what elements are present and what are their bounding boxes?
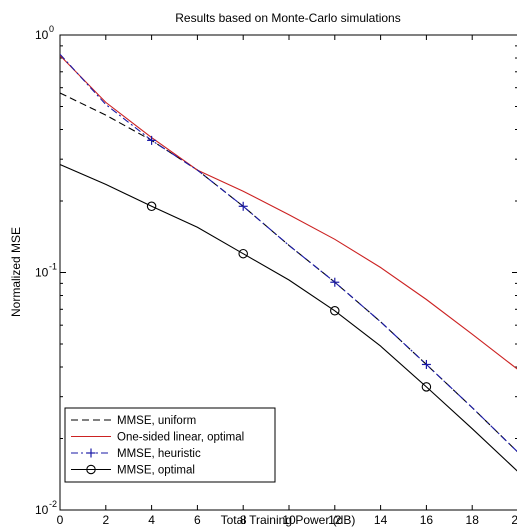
x-tick-label: 16 (420, 513, 434, 527)
x-tick-label: 2 (102, 513, 109, 527)
y-tick-label-exponent: 0 (49, 24, 54, 34)
legend: MMSE, uniform One-sided linear, optimal MM… (64, 407, 276, 483)
chart-title: Results based on Monte-Carlo simulations (175, 11, 400, 25)
series-group (60, 53, 517, 472)
x-tick-label: 8 (240, 513, 247, 527)
y-tick-label-exponent: -1 (49, 262, 57, 272)
y-axis-label: Normalized MSE (9, 227, 23, 317)
series-4-marker (421, 382, 432, 392)
series-line-3 (60, 53, 517, 453)
x-axis-label: Total Training Power (dB) (221, 513, 356, 527)
series-line-1 (60, 92, 517, 453)
legend-label: MMSE, optimal (117, 465, 195, 477)
legend-label: MMSE, uniform (117, 415, 196, 427)
x-axis: 0 2 4 6 8 10 12 14 16 18 20 (57, 35, 517, 527)
x-tick-label: 10 (282, 513, 296, 527)
x-tick-label: 14 (374, 513, 388, 527)
x-tick-label: 12 (328, 513, 342, 527)
legend-label: One-sided linear, optimal (117, 432, 244, 444)
series-4-marker (330, 306, 340, 316)
series-line-2 (60, 55, 517, 370)
x-tick-label: 0 (57, 513, 64, 527)
series-3-marker (238, 201, 248, 211)
legend-marker (86, 464, 96, 475)
series-3-marker (147, 135, 157, 145)
series-line-4 (60, 163, 517, 472)
series-3-marker (330, 277, 340, 287)
legend-marker (86, 448, 96, 458)
series-3-marker (421, 359, 431, 369)
x-tick-label: 6 (194, 513, 201, 527)
y-tick-label-base: 10 (35, 266, 49, 280)
x-tick-label: 18 (466, 513, 480, 527)
y-tick-label-base: 10 (35, 503, 49, 517)
series-4-marker (146, 201, 157, 212)
x-tick-label: 20 (511, 513, 517, 527)
markers-group (146, 135, 432, 392)
legend-label: MMSE, heuristic (117, 448, 201, 460)
x-tick-label: 4 (148, 513, 155, 527)
y-tick-label-base: 10 (35, 28, 49, 42)
y-tick-label-exponent: -2 (49, 499, 57, 509)
series-4-marker (238, 248, 248, 259)
